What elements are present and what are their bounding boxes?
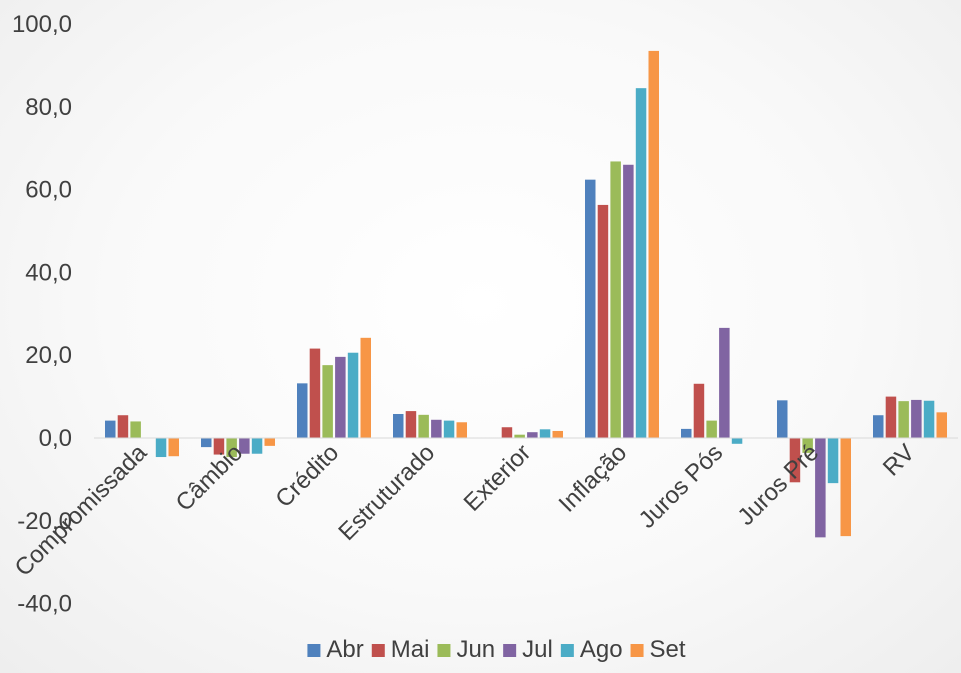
bar-abr-1 xyxy=(201,438,212,447)
bar-set-8 xyxy=(937,412,948,438)
legend-item-set: Set xyxy=(631,636,686,663)
y-tick-label: 0,0 xyxy=(39,425,72,452)
bar-abr-2 xyxy=(297,383,308,438)
bar-abr-3 xyxy=(393,414,404,438)
bar-set-2 xyxy=(361,338,372,438)
bar-abr-0 xyxy=(105,421,116,438)
x-tick-label: Juros Pré xyxy=(733,439,825,531)
bar-jul-4 xyxy=(527,432,538,438)
bar-set-5 xyxy=(649,51,660,438)
legend-item-mai: Mai xyxy=(372,636,430,663)
x-tick-label: Exterior xyxy=(459,439,537,517)
bar-ago-8 xyxy=(924,401,935,438)
legend-label: Jul xyxy=(522,636,553,663)
bar-set-7 xyxy=(841,438,852,536)
bar-abr-8 xyxy=(873,415,884,438)
bar-jun-3 xyxy=(418,415,429,438)
bar-jun-6 xyxy=(706,421,717,438)
bar-mai-4 xyxy=(502,427,513,438)
legend-swatch xyxy=(631,644,644,657)
bar-abr-6 xyxy=(681,429,692,438)
bar-set-4 xyxy=(553,431,564,438)
bar-mai-3 xyxy=(406,411,417,438)
y-tick-label: 20,0 xyxy=(25,342,72,369)
bar-mai-5 xyxy=(598,205,609,438)
bar-abr-5 xyxy=(585,180,596,438)
x-tick-label: Juros Pós xyxy=(634,439,729,534)
legend-label: Set xyxy=(650,636,686,663)
bar-ago-1 xyxy=(252,438,262,454)
x-tick-label: Estruturado xyxy=(333,439,440,546)
bar-jul-5 xyxy=(623,165,634,438)
legend-item-ago: Ago xyxy=(561,636,623,663)
bar-jul-6 xyxy=(719,328,730,438)
bar-jul-2 xyxy=(335,357,346,438)
legend-label: Mai xyxy=(391,636,430,663)
bar-ago-0 xyxy=(156,438,167,457)
legend-item-jul: Jul xyxy=(503,636,553,663)
bar-ago-2 xyxy=(348,353,359,438)
legend-item-abr: Abr xyxy=(307,636,363,663)
legend: Abr Mai Jun Jul Ago Set xyxy=(307,636,685,663)
y-tick-label: 60,0 xyxy=(25,177,72,204)
bar-jun-8 xyxy=(898,401,909,438)
x-tick-label: RV xyxy=(878,439,920,481)
bar-jun-5 xyxy=(610,161,621,438)
bar-abr-7 xyxy=(777,400,788,438)
y-tick-label: 40,0 xyxy=(25,259,72,286)
bar-mai-0 xyxy=(118,415,129,438)
bar-set-1 xyxy=(265,438,276,446)
bar-mai-6 xyxy=(694,384,705,438)
bar-ago-4 xyxy=(540,429,551,438)
bar-jul-3 xyxy=(431,420,442,438)
legend-swatch xyxy=(561,644,574,657)
legend-swatch xyxy=(437,644,450,657)
legend-swatch xyxy=(503,644,516,657)
bar-set-3 xyxy=(457,422,468,438)
legend-label: Jun xyxy=(456,636,495,663)
bar-set-0 xyxy=(169,438,180,456)
legend-swatch xyxy=(307,644,320,657)
legend-label: Ago xyxy=(580,636,623,663)
x-tick-label: Crédito xyxy=(270,439,344,513)
bar-ago-6 xyxy=(732,438,743,444)
y-tick-label: -40,0 xyxy=(17,591,72,618)
bar-ago-7 xyxy=(828,438,839,483)
bar-ago-3 xyxy=(444,421,455,438)
legend-item-jun: Jun xyxy=(437,636,495,663)
y-tick-label: 100,0 xyxy=(12,11,72,38)
bar-jun-2 xyxy=(322,365,333,438)
y-tick-label: 80,0 xyxy=(25,94,72,121)
x-tick-label: Câmbio xyxy=(171,439,249,517)
bar-jun-0 xyxy=(130,421,141,438)
bar-jul-8 xyxy=(911,400,922,438)
bar-ago-5 xyxy=(636,88,647,438)
bar-mai-2 xyxy=(310,349,321,438)
legend-label: Abr xyxy=(326,636,363,663)
x-tick-label: Inflação xyxy=(554,439,633,518)
legend-swatch xyxy=(372,644,385,657)
bar-mai-8 xyxy=(886,397,897,438)
